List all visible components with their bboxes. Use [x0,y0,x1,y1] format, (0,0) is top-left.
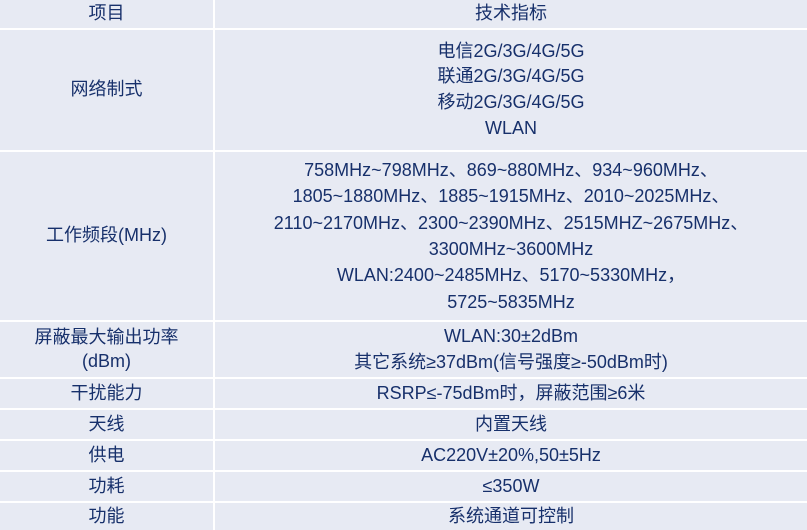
row-label-network-standard: 网络制式 [0,29,215,152]
row-label-power-consumption: 功耗 [0,471,215,503]
row-value-power-consumption: ≤350W [214,471,807,503]
row-label-power-supply: 供电 [0,440,215,472]
value-line: 联通2G/3G/4G/5G [437,66,585,87]
row-label-function: 功能 [0,502,215,530]
table-header-row: 项目 技术指标 [0,0,807,30]
value-line: WLAN:30±2dBm [444,325,578,346]
row-value-antenna: 内置天线 [214,409,807,441]
table-row: 干扰能力 RSRP≤-75dBm时，屏蔽范围≥6米 [0,378,807,410]
table-row: 网络制式 电信2G/3G/4G/5G 联通2G/3G/4G/5G 移动2G/3G… [0,29,807,152]
value-line: 3300MHz~3600MHz [428,239,594,259]
row-value-network-standard: 电信2G/3G/4G/5G 联通2G/3G/4G/5G 移动2G/3G/4G/5… [214,29,807,152]
row-value-power-supply: AC220V±20%,50±5Hz [214,440,807,472]
row-label-antenna: 天线 [0,409,215,441]
table-row: 功能 系统通道可控制 [0,502,807,530]
label-line: 屏蔽最大输出功率 [34,327,179,348]
value-line: 其它系统≥37dBm(信号强度≥-50dBm时) [354,351,668,372]
table-row: 天线 内置天线 [0,409,807,441]
value-line: 电信2G/3G/4G/5G [437,40,585,61]
label-line: (dBm) [82,350,131,371]
table-row: 供电 AC220V±20%,50±5Hz [0,440,807,472]
row-label-max-output-power: 屏蔽最大输出功率 (dBm) [0,321,215,379]
value-line: 移动2G/3G/4G/5G [437,92,585,112]
value-line: WLAN [484,117,537,138]
column-header-item: 项目 [0,0,215,30]
row-label-frequency-band: 工作频段(MHz) [0,151,215,322]
column-header-spec: 技术指标 [214,0,807,30]
value-line: 758MHz~798MHz、869~880MHz、934~960MHz、 [304,159,718,180]
value-line: 1805~1880MHz、1885~1915MHz、2010~2025MHz、 [292,186,730,207]
value-line: 2110~2170MHz、2300~2390MHz、2515MHZ~2675MH… [273,212,749,233]
row-value-max-output-power: WLAN:30±2dBm 其它系统≥37dBm(信号强度≥-50dBm时) [214,321,807,379]
row-value-function: 系统通道可控制 [214,502,807,530]
table-row: 屏蔽最大输出功率 (dBm) WLAN:30±2dBm 其它系统≥37dBm(信… [0,321,807,379]
row-label-interference-capability: 干扰能力 [0,378,215,410]
table-row: 工作频段(MHz) 758MHz~798MHz、869~880MHz、934~9… [0,151,807,322]
table-row: 功耗 ≤350W [0,471,807,503]
row-value-frequency-band: 758MHz~798MHz、869~880MHz、934~960MHz、 180… [214,151,807,322]
value-line: WLAN:2400~2485MHz、5170~5330MHz， [336,265,686,286]
value-line: 5725~5835MHz [447,291,575,312]
row-value-interference-capability: RSRP≤-75dBm时，屏蔽范围≥6米 [214,378,807,410]
